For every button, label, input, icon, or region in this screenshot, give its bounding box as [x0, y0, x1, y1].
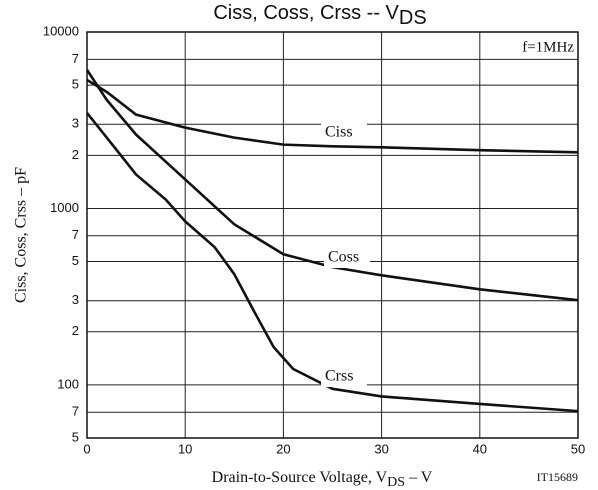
y-tick-label: 5	[72, 253, 79, 268]
y-tick-label: 3	[72, 292, 79, 307]
x-label-main: Drain-to-Source Voltage, V	[212, 469, 388, 486]
series-label: Ciss	[325, 124, 353, 141]
plot-frame	[86, 31, 579, 439]
series-line	[86, 78, 579, 154]
chart-title: Ciss, Coss, Crss -- VDS	[213, 2, 426, 29]
x-tick-label: 10	[178, 441, 192, 456]
y-axis-label: Ciss, Coss, Crss – pF	[13, 167, 30, 303]
series-label: Coss	[328, 249, 359, 266]
x-label-sub: DS	[387, 475, 405, 490]
series-line	[85, 69, 579, 302]
title-main: Ciss, Coss, Crss -- V	[213, 2, 399, 24]
y-tick-label: 10000	[43, 23, 79, 38]
x-tick-label: 0	[83, 441, 90, 456]
y-tick-label: 7	[72, 227, 79, 242]
y-tick-label: 5	[72, 77, 79, 92]
y-tick-label: 2	[72, 147, 79, 162]
series-line	[85, 112, 579, 413]
y-tick-label: 3	[72, 116, 79, 131]
y-tick-label: 7	[72, 51, 79, 66]
y-tick-label: 100	[57, 376, 79, 391]
figure-id: IT15689	[537, 470, 578, 484]
title-sub: DS	[399, 7, 427, 29]
y-tick-label: 7	[72, 404, 79, 419]
series-label: Crss	[325, 368, 353, 385]
x-tick-label: 20	[276, 441, 290, 456]
x-tick-label: 40	[473, 441, 487, 456]
annotation: f=1MHz	[522, 39, 574, 55]
label-bg	[321, 367, 367, 387]
y-tick-label: 2	[72, 323, 79, 338]
y-tick-label: 1000	[50, 200, 79, 215]
x-tick-label: 30	[374, 441, 388, 456]
x-label-unit: – V	[405, 469, 433, 486]
y-tick-label: 5	[72, 429, 79, 444]
label-bg	[324, 248, 370, 268]
label-bg	[321, 123, 367, 143]
x-tick-label: 50	[571, 441, 585, 456]
x-axis-label: Drain-to-Source Voltage, VDS – V	[212, 469, 433, 490]
